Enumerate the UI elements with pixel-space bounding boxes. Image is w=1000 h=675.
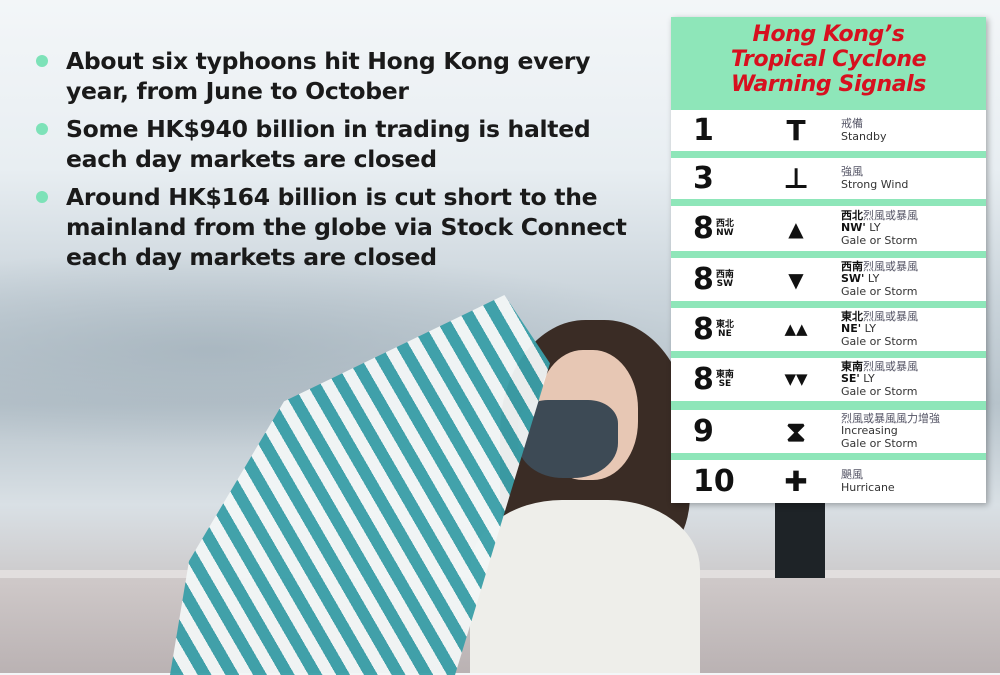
- signal-number: 8 西北 NW: [693, 211, 734, 246]
- signal-description: 東南烈風或暴風 SE' LY Gale or Storm: [841, 359, 918, 398]
- signal-description: 西南烈風或暴風 SW' LY Gale or Storm: [841, 259, 918, 298]
- signal-description: 颶風 Hurricane: [841, 468, 895, 494]
- signal-row: 8 西北 NW ▲ 西北烈風或暴風 NW' LY Gale or Storm: [671, 206, 986, 251]
- signal-number: 9: [693, 414, 714, 449]
- signal-row: 1 T 戒備 Standby: [671, 110, 986, 151]
- signal-description: 戒備 Standby: [841, 117, 887, 143]
- signal-description: 西北烈風或暴風 NW' LY Gale or Storm: [841, 208, 918, 247]
- signal-number: 1: [693, 113, 714, 148]
- signal-symbol-icon: ✚: [784, 465, 808, 498]
- signal-direction: 東北 NE: [715, 319, 734, 339]
- signal-description: 強風 Strong Wind: [841, 165, 909, 191]
- signal-direction: 西南 SW: [715, 269, 734, 289]
- signal-row: 8 東南 SE ▼▼ 東南烈風或暴風 SE' LY Gale or Storm: [671, 358, 986, 401]
- signal-description: 烈風或暴風風力增強 Increasing Gale or Storm: [841, 411, 940, 450]
- signal-number: 10: [693, 464, 735, 499]
- signal-direction: 東南 SE: [715, 369, 734, 389]
- signal-symbol-icon: ▲: [788, 216, 804, 241]
- bullet-dot-icon: [36, 191, 48, 203]
- signal-symbol-icon: T: [786, 114, 806, 147]
- warning-signals-card: Hong Kong’s Tropical Cyclone Warning Sig…: [671, 17, 986, 503]
- signal-number: 8 東北 NE: [693, 312, 734, 347]
- signal-number: 8 東南 SE: [693, 362, 734, 397]
- person-shirt: [470, 500, 700, 673]
- signal-post: [775, 503, 825, 578]
- signal-row: 8 東北 NE ▲▲ 東北烈風或暴風 NE' LY Gale or Storm: [671, 308, 986, 351]
- signal-number: 8 西南 SW: [693, 262, 734, 297]
- fact-list: About six typhoons hit Hong Kong every y…: [36, 46, 636, 280]
- signal-direction: 西北 NW: [715, 218, 734, 238]
- signal-symbol-icon: ▼: [788, 267, 804, 292]
- signal-number: 3: [693, 161, 714, 196]
- signal-row: 10 ✚ 颶風 Hurricane: [671, 460, 986, 503]
- signal-symbol-icon: ⧗: [786, 414, 806, 448]
- bullet-dot-icon: [36, 123, 48, 135]
- signal-symbol-icon: ⊥: [783, 162, 809, 195]
- signal-row: 3 ⊥ 強風 Strong Wind: [671, 158, 986, 199]
- bullet-dot-icon: [36, 55, 48, 67]
- fact-item: Around HK$164 billion is cut short to th…: [36, 182, 636, 272]
- signal-row: 9 ⧗ 烈風或暴風風力增強 Increasing Gale or Storm: [671, 410, 986, 453]
- signal-description: 東北烈風或暴風 NE' LY Gale or Storm: [841, 309, 918, 348]
- signal-symbol-icon: ▲▲: [784, 320, 808, 338]
- signal-row: 8 西南 SW ▼ 西南烈風或暴風 SW' LY Gale or Storm: [671, 258, 986, 301]
- card-title: Hong Kong’s Tropical Cyclone Warning Sig…: [730, 22, 927, 97]
- signal-symbol-icon: ▼▼: [784, 370, 808, 388]
- fact-item: Some HK$940 billion in trading is halted…: [36, 114, 636, 174]
- fact-item: About six typhoons hit Hong Kong every y…: [36, 46, 636, 106]
